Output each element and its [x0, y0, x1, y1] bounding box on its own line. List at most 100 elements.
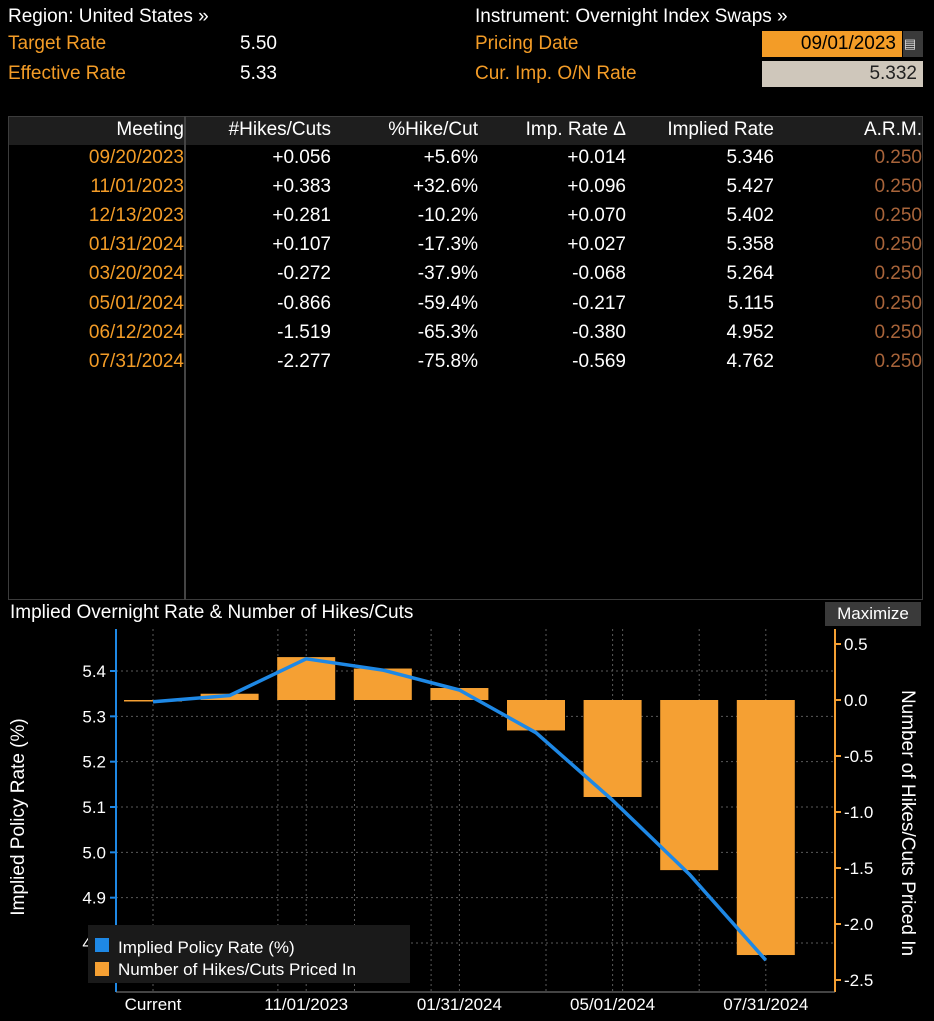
cell-meeting: 11/01/2023	[90, 176, 184, 197]
cell-pct-hike-cut: -37.9%	[417, 263, 478, 284]
right-tick-label: -0.5	[844, 747, 873, 766]
cell-hikes-cuts: -0.866	[277, 293, 331, 314]
calendar-icon[interactable]: ▤	[903, 31, 923, 57]
left-tick-label: 5.0	[82, 843, 106, 862]
right-axis-title: Number of Hikes/Cuts Priced In	[897, 690, 918, 956]
right-tick-label: -2.0	[844, 915, 873, 934]
cell-arm: 0.250	[874, 205, 922, 226]
cell-pct-hike-cut: +5.6%	[423, 147, 478, 168]
cell-hikes-cuts: -1.519	[277, 322, 331, 343]
bar-06-12-2024	[660, 700, 719, 871]
bar-12-13-2023	[353, 668, 412, 700]
cell-arm: 0.250	[874, 234, 922, 255]
pricing-date-label: Pricing Date	[475, 33, 579, 54]
col-implied-rate[interactable]: Implied Rate	[667, 119, 774, 140]
col-meeting[interactable]: Meeting	[116, 119, 184, 140]
col-hikes-cuts[interactable]: #Hikes/Cuts	[228, 119, 331, 140]
cell-imp-rate-delta: +0.096	[567, 176, 626, 197]
cell-arm: 0.250	[874, 176, 922, 197]
cell-arm: 0.250	[874, 147, 922, 168]
x-tick-label: 11/01/2023	[264, 995, 348, 1014]
cell-imp-rate-delta: +0.014	[567, 147, 626, 168]
cell-hikes-cuts: +0.383	[272, 176, 331, 197]
cell-imp-rate-delta: -0.068	[572, 263, 626, 284]
cell-hikes-cuts: -0.272	[277, 263, 331, 284]
cell-implied-rate: 5.427	[726, 176, 774, 197]
x-tick-label: 05/01/2024	[570, 995, 655, 1014]
col-arm[interactable]: A.R.M.	[863, 119, 922, 140]
col-pct-hike-cut[interactable]: %Hike/Cut	[388, 119, 478, 140]
legend-swatch-line	[95, 938, 109, 952]
cur-imp-rate-field: 5.332	[762, 61, 923, 87]
cell-arm: 0.250	[874, 263, 922, 284]
cell-pct-hike-cut: +32.6%	[413, 176, 478, 197]
left-tick-label: 5.2	[82, 753, 106, 772]
cur-imp-rate-label: Cur. Imp. O/N Rate	[475, 63, 637, 84]
cell-meeting: 09/20/2023	[88, 147, 184, 168]
chart-title: Implied Overnight Rate & Number of Hikes…	[10, 602, 414, 623]
x-tick-label: 07/31/2024	[723, 995, 808, 1014]
table-divider	[184, 116, 186, 600]
right-tick-label: 0.5	[844, 635, 868, 654]
x-tick-label: 01/31/2024	[417, 995, 502, 1014]
cell-implied-rate: 5.115	[727, 293, 774, 314]
legend-label-bar: Number of Hikes/Cuts Priced In	[118, 960, 356, 979]
cell-hikes-cuts: -2.277	[277, 351, 331, 372]
target-rate-label: Target Rate	[8, 33, 107, 54]
left-tick-label: 5.3	[82, 707, 106, 726]
cell-imp-rate-delta: +0.027	[567, 234, 626, 255]
effective-rate-label: Effective Rate	[8, 63, 126, 84]
left-tick-label: 4.9	[82, 889, 106, 908]
right-tick-label: -2.5	[844, 971, 873, 990]
bar-11-01-2023	[277, 657, 336, 700]
meetings-table	[8, 116, 923, 600]
implied-rate-line	[152, 657, 768, 962]
instrument-link[interactable]: Instrument: Overnight Index Swaps »	[475, 6, 788, 27]
right-tick-label: -1.0	[844, 803, 873, 822]
cell-pct-hike-cut: -10.2%	[417, 205, 478, 226]
left-tick-label: 5.1	[82, 798, 106, 817]
left-tick-label: 5.4	[82, 662, 106, 681]
cell-imp-rate-delta: +0.070	[567, 205, 626, 226]
cell-imp-rate-delta: -0.569	[572, 351, 626, 372]
maximize-button[interactable]: Maximize	[825, 602, 921, 626]
cell-meeting: 07/31/2024	[88, 351, 184, 372]
rate-hikes-chart: 4.84.95.05.15.25.35.4-2.5-2.0-1.5-1.0-0.…	[8, 629, 918, 1014]
cell-meeting: 12/13/2023	[88, 205, 184, 226]
cell-meeting: 06/12/2024	[88, 322, 184, 343]
cell-pct-hike-cut: -75.8%	[417, 351, 478, 372]
cell-meeting: 01/31/2024	[88, 234, 184, 255]
table-header	[9, 117, 922, 145]
cell-imp-rate-delta: -0.217	[572, 293, 626, 314]
right-tick-label: -1.5	[844, 859, 873, 878]
cell-hikes-cuts: +0.107	[272, 234, 331, 255]
cell-arm: 0.250	[874, 293, 922, 314]
x-tick-label: Current	[125, 995, 182, 1014]
cell-pct-hike-cut: -17.3%	[417, 234, 478, 255]
region-link[interactable]: Region: United States »	[8, 6, 209, 27]
cell-pct-hike-cut: -59.4%	[417, 293, 478, 314]
cell-arm: 0.250	[874, 322, 922, 343]
legend-swatch-bar	[95, 962, 109, 976]
cell-hikes-cuts: +0.281	[272, 205, 331, 226]
right-tick-label: 0.0	[844, 691, 868, 710]
cell-implied-rate: 5.346	[726, 147, 774, 168]
cell-arm: 0.250	[874, 351, 922, 372]
bar-01-31-2024	[430, 688, 489, 700]
cell-implied-rate: 4.762	[726, 351, 774, 372]
cell-implied-rate: 4.952	[726, 322, 774, 343]
target-rate-value: 5.50	[240, 33, 277, 54]
col-imp-rate-delta[interactable]: Imp. Rate Δ	[525, 119, 626, 140]
cell-pct-hike-cut: -65.3%	[417, 322, 478, 343]
pricing-date-field[interactable]: 09/01/2023	[762, 31, 902, 57]
cell-meeting: 03/20/2024	[88, 263, 184, 284]
bar-07-31-2024	[736, 700, 795, 956]
left-axis-title: Implied Policy Rate (%)	[8, 718, 29, 915]
cell-imp-rate-delta: -0.380	[572, 322, 626, 343]
bar-05-01-2024	[583, 700, 642, 797]
effective-rate-value: 5.33	[240, 63, 277, 84]
legend-label-line: Implied Policy Rate (%)	[118, 938, 295, 957]
cell-meeting: 05/01/2024	[88, 293, 184, 314]
legend-box	[88, 925, 410, 983]
bar-03-20-2024	[507, 700, 565, 731]
